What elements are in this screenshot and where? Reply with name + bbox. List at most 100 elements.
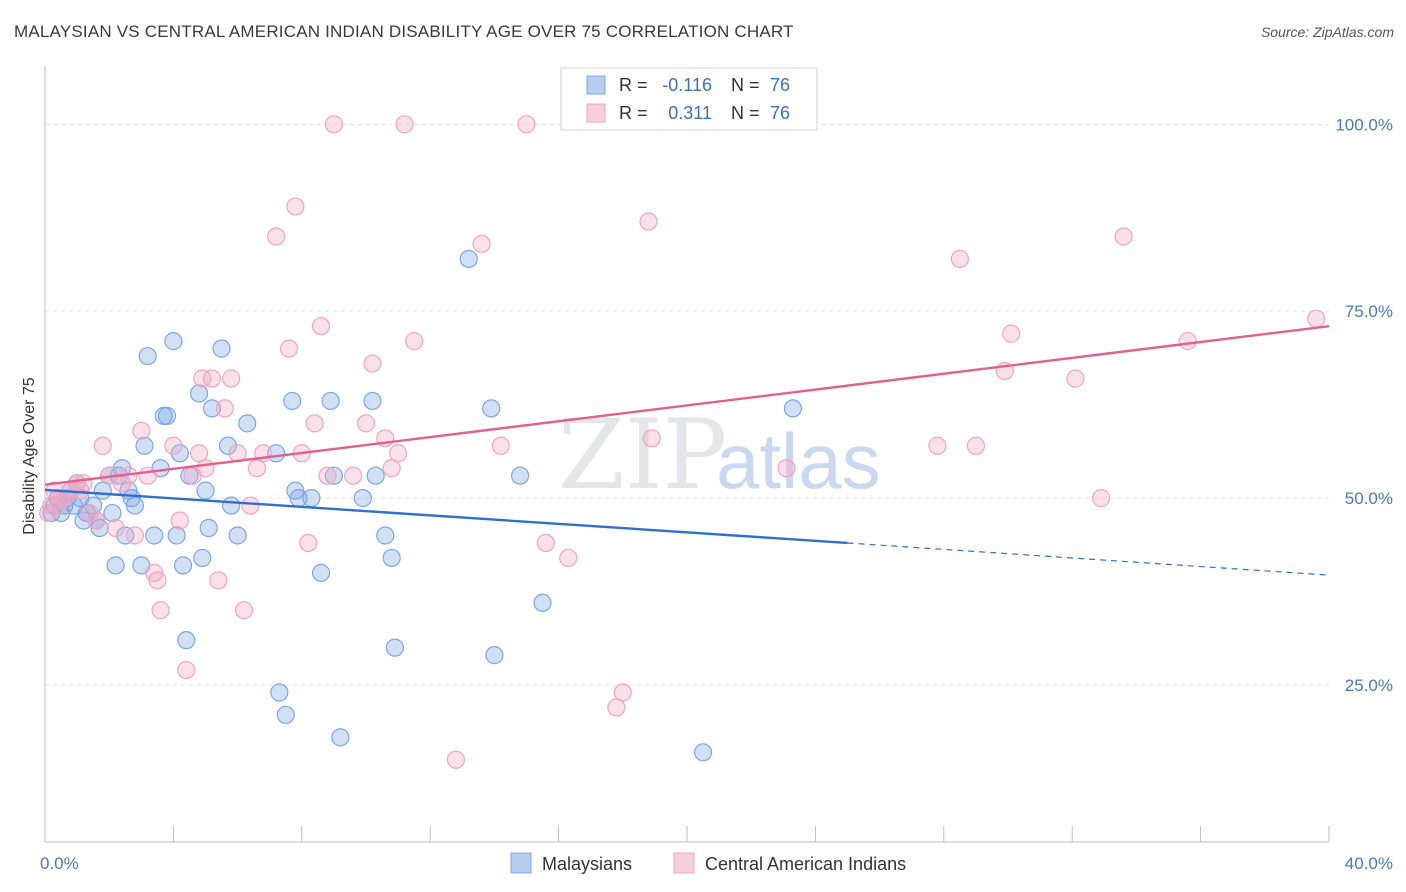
trend-lines [44, 324, 1330, 576]
point-central-american-indians [93, 436, 112, 455]
point-malaysians [321, 391, 340, 411]
trend-line-malaysians [44, 488, 848, 545]
legend-r-value: 0.311 [668, 103, 712, 123]
point-malaysians [199, 518, 218, 538]
point-central-american-indians [1114, 227, 1133, 246]
point-malaysians [135, 436, 154, 455]
point-malaysians [125, 496, 144, 515]
point-central-american-indians [642, 429, 661, 448]
point-central-american-indians [241, 496, 260, 515]
point-central-american-indians [472, 234, 491, 254]
point-malaysians [157, 406, 177, 425]
point-central-american-indians [74, 474, 93, 493]
watermark-zip: ZIP [558, 399, 727, 511]
point-malaysians [103, 503, 122, 523]
point-central-american-indians [196, 459, 215, 478]
legend-swatch [586, 103, 606, 123]
point-central-american-indians [80, 503, 100, 523]
point-malaysians [459, 249, 478, 268]
point-central-american-indians [125, 526, 144, 545]
point-central-american-indians [446, 750, 465, 769]
point-malaysians [382, 548, 401, 568]
axes: 25.0% 50.0% 75.0% 100.0% 0.0% 40.0% [40, 66, 1393, 873]
trend-line-central-american-indians [44, 324, 1330, 486]
x-tick-label: 0.0% [40, 854, 79, 873]
watermark-atlas: atlas [716, 417, 881, 505]
point-malaysians [218, 436, 238, 455]
legend-r-value: -0.116 [662, 75, 712, 95]
point-malaysians [170, 444, 189, 463]
point-central-american-indians [356, 414, 376, 433]
point-malaysians [363, 391, 382, 411]
point-central-american-indians [164, 436, 183, 455]
point-central-american-indians [1002, 324, 1021, 343]
point-malaysians [353, 489, 372, 508]
bottom-legend-label: Malaysians [542, 854, 632, 874]
point-malaysians [376, 526, 395, 545]
point-central-american-indians [639, 212, 658, 231]
point-malaysians [222, 496, 241, 515]
point-central-american-indians [148, 571, 167, 590]
point-central-american-indians [1066, 369, 1085, 388]
y-tick-label: 25.0% [1345, 676, 1393, 695]
point-malaysians [385, 638, 404, 657]
point-central-american-indians [177, 660, 196, 680]
point-central-american-indians [106, 518, 125, 538]
point-central-american-indians [966, 436, 986, 455]
data-points [39, 115, 1326, 769]
point-central-american-indians [267, 227, 286, 246]
point-central-american-indians [613, 683, 632, 702]
point-malaysians [138, 346, 157, 366]
point-central-american-indians [324, 115, 343, 134]
x-tick-label: 40.0% [1345, 854, 1393, 873]
point-central-american-indians [607, 698, 626, 717]
point-central-american-indians [209, 571, 228, 590]
point-central-american-indians [1307, 309, 1326, 328]
point-central-american-indians [777, 459, 796, 478]
point-malaysians [202, 399, 222, 418]
point-malaysians [106, 556, 125, 575]
legend: R = -0.116 N = 76 R = 0.311 N = 76 [560, 67, 818, 131]
y-tick-label: 100.0% [1335, 115, 1393, 134]
point-central-american-indians [286, 197, 305, 216]
bottom-legend-label: Central American Indians [705, 854, 906, 874]
point-central-american-indians [1178, 332, 1197, 351]
point-malaysians [193, 548, 212, 568]
point-central-american-indians [517, 115, 536, 134]
point-central-american-indians [279, 339, 299, 358]
point-malaysians [324, 466, 343, 485]
legend-r-label: R = [619, 103, 648, 123]
point-malaysians [311, 563, 331, 582]
point-malaysians [331, 728, 350, 747]
point-malaysians [116, 526, 135, 545]
legend-n-value: 76 [770, 75, 790, 95]
point-malaysians [189, 384, 209, 403]
point-central-american-indians [536, 533, 555, 553]
legend-r-label: R = [619, 75, 648, 95]
point-central-american-indians [132, 421, 151, 440]
bottom-legend-swatch [673, 852, 695, 874]
point-malaysians [283, 391, 302, 411]
point-central-american-indians [950, 249, 969, 268]
point-malaysians [302, 489, 321, 508]
point-malaysians [366, 466, 385, 485]
watermark: ZIP atlas [558, 399, 881, 511]
point-central-american-indians [305, 414, 324, 433]
point-central-american-indians [193, 369, 212, 388]
point-malaysians [533, 593, 552, 612]
point-malaysians [177, 631, 196, 650]
y-axis-title: Disability Age Over 75 [21, 377, 38, 535]
chart-source: Source: ZipAtlas.com [1260, 24, 1394, 40]
legend-n-label: N = [731, 75, 760, 95]
point-malaysians [145, 526, 164, 545]
chart-title: MALAYSIAN VS CENTRAL AMERICAN INDIAN DIS… [14, 22, 794, 41]
point-central-american-indians [222, 369, 241, 388]
bottom-legend-swatch [510, 852, 532, 874]
trend-extension-malaysians [847, 542, 1330, 576]
point-central-american-indians [395, 115, 414, 134]
point-central-american-indians [55, 489, 74, 508]
legend-swatch [586, 75, 606, 95]
point-central-american-indians [151, 601, 170, 620]
y-tick-label: 75.0% [1345, 302, 1393, 321]
